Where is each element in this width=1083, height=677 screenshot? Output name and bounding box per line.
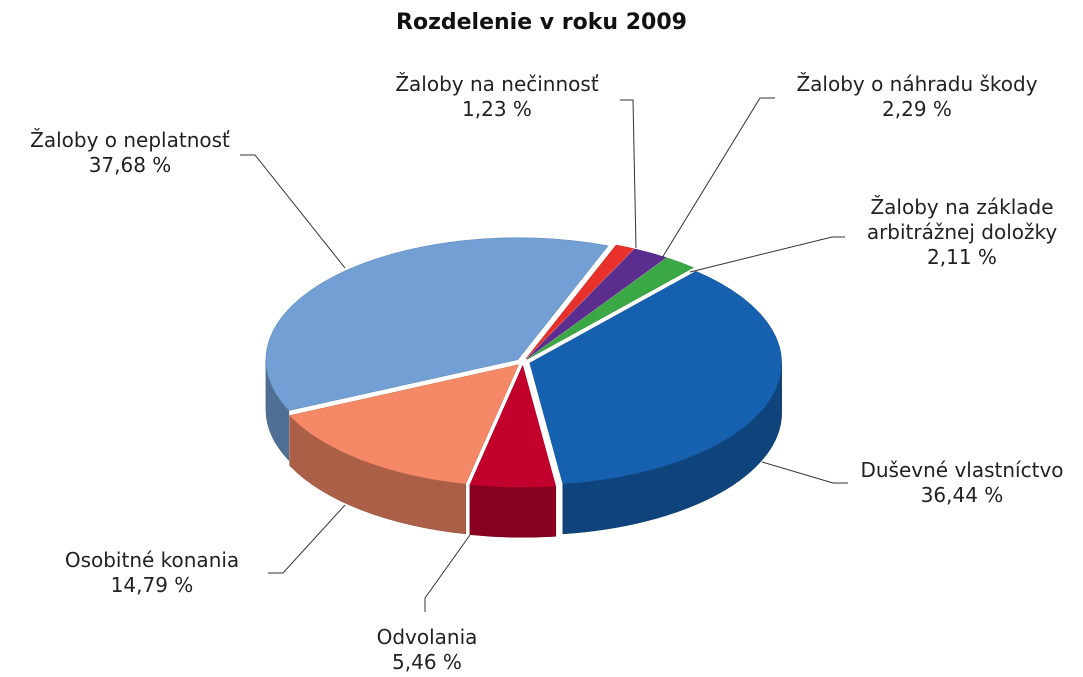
category-label: Odvolania [376, 625, 478, 649]
slice [469, 364, 557, 488]
value-label: 14,79 % [110, 573, 194, 597]
pie-sides [265, 359, 782, 538]
leader-line [268, 504, 346, 574]
category-label: Duševné vlastníctvo [860, 458, 1064, 482]
value-label: 1,23 % [462, 97, 532, 121]
leader-line [424, 534, 471, 612]
slice-label: Odvolania 5,46 % [377, 625, 478, 675]
category-label: Žaloby o neplatnosť [30, 128, 230, 152]
value-label: 2,29 % [882, 97, 952, 121]
slice-side [469, 484, 557, 538]
slice-label: Žaloby na základe arbitrážnej doložky 2,1… [847, 195, 1077, 270]
slice-label: Osobitné konania 14,79 % [65, 548, 239, 598]
value-label: 37,68 % [88, 153, 172, 177]
leader-line [761, 461, 848, 484]
slice-label: Duševné vlastníctvo 36,44 % [860, 458, 1063, 508]
leader-line [240, 154, 346, 269]
leader-line [689, 236, 845, 273]
slice [289, 364, 520, 485]
slice-label: Žaloby o náhradu škody 2,29 % [796, 72, 1037, 122]
slice [265, 237, 609, 411]
leader-line [620, 99, 637, 249]
slice-label: Žaloby o neplatnosť 37,68 % [30, 128, 230, 178]
slice [526, 248, 667, 360]
category-label: Žaloby na nečinnosť [395, 72, 599, 96]
category-label: Osobitné konania [64, 548, 240, 572]
category-label: Žaloby o náhradu škody [796, 72, 1038, 96]
slice-label: Žaloby na nečinnosť 1,23 % [395, 72, 598, 122]
chart-title: Rozdelenie v roku 2009 [396, 10, 687, 35]
category-label: Žaloby na základe arbitrážnej doložky [866, 195, 1058, 244]
value-label: 5,46 % [392, 650, 462, 674]
leader-line [661, 97, 775, 259]
slice [527, 257, 695, 360]
pie-tops [265, 237, 782, 488]
slice [529, 271, 782, 485]
slice [525, 244, 635, 360]
value-label: 36,44 % [920, 483, 1004, 507]
value-label: 2,11 % [927, 245, 997, 269]
